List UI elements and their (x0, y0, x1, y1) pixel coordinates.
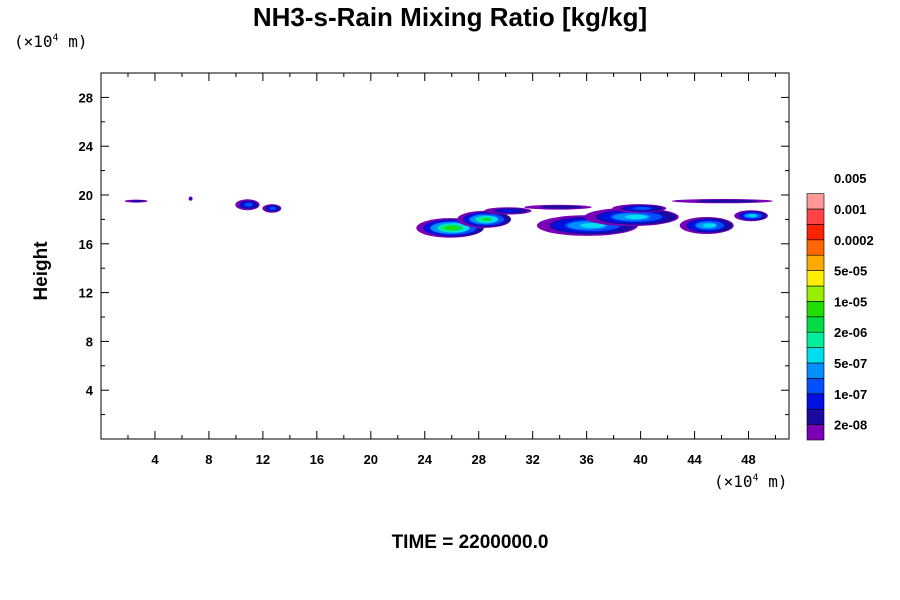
colorbar-swatch (806, 362, 825, 379)
chart-title: NH3-s-Rain Mixing Ratio [kg/kg] (252, 2, 648, 32)
colorbar-label: 2e-08 (834, 418, 867, 433)
colorbar-swatch (806, 270, 825, 287)
colorbar-label: 5e-07 (834, 356, 867, 371)
y-tick-label: 20 (79, 188, 93, 203)
x-tick-label: 32 (525, 452, 539, 467)
colorbar-label: 0.005 (834, 171, 867, 186)
x-tick-label: 8 (205, 452, 212, 467)
y-tick-label: 28 (79, 90, 93, 105)
colorbar-swatch (806, 393, 825, 410)
contour-level (481, 217, 492, 221)
colorbar-swatch (806, 285, 825, 302)
y-tick-label: 16 (79, 237, 93, 252)
contour-level (748, 214, 757, 218)
x-tick-label: 16 (310, 452, 324, 467)
colorbar-swatch (806, 254, 825, 271)
colorbar-label: 5e-05 (834, 264, 867, 279)
y-tick-label: 8 (86, 334, 93, 349)
contour-level (244, 202, 253, 207)
y-tick-label: 24 (79, 139, 94, 154)
colorbar-swatch (806, 347, 825, 364)
y-unit-label: (×104 m) (14, 32, 88, 51)
contour-level (696, 199, 759, 203)
contour-level (632, 206, 652, 210)
x-tick-label: 40 (633, 452, 647, 467)
contour-level (130, 200, 145, 203)
x-tick-label: 44 (687, 452, 702, 467)
colorbar-swatch (806, 301, 825, 318)
x-axis: 4 8 12 16 20 24 28 32 36 40 44 48 (127, 73, 777, 467)
x-tick-label: 4 (151, 452, 159, 467)
colorbar-swatch (806, 239, 825, 256)
colorbar-swatch (806, 408, 825, 425)
colorbar-label: 2e-06 (834, 325, 867, 340)
colorbar-swatch (806, 224, 825, 241)
colorbar: 2e-08 1e-07 5e-07 2e-06 1e-05 5e-05 0.0002 0.00… (806, 171, 874, 441)
time-label: TIME = 2200000.0 (391, 532, 549, 553)
contour-level (269, 206, 277, 210)
contour-level (540, 205, 583, 209)
colorbar-label: 1e-05 (834, 294, 867, 309)
colorbar-label: 0.0002 (834, 233, 874, 248)
plot-frame (100, 72, 790, 440)
colorbar-swatch (806, 424, 825, 441)
x-tick-label: 24 (418, 452, 433, 467)
colorbar-swatch (806, 316, 825, 333)
contour-level (624, 214, 648, 220)
contour-fields (124, 196, 773, 238)
x-tick-label: 28 (471, 452, 485, 467)
contour-level (702, 223, 716, 228)
colorbar-label: 1e-07 (834, 387, 867, 402)
contour-level (444, 226, 456, 230)
y-tick-label: 4 (86, 383, 94, 398)
contour-level (580, 222, 605, 229)
contour-level (189, 197, 193, 200)
y-axis: 4 8 12 16 20 24 28 (79, 90, 789, 416)
contour-level (497, 209, 519, 213)
x-tick-label: 20 (364, 452, 378, 467)
x-tick-label: 12 (256, 452, 270, 467)
x-tick-label: 48 (741, 452, 755, 467)
colorbar-swatch (806, 331, 825, 348)
colorbar-swatch (806, 208, 825, 225)
colorbar-label: 0.001 (834, 202, 867, 217)
colorbar-swatch (806, 378, 825, 395)
x-tick-label: 36 (579, 452, 593, 467)
x-unit-label: (×104 m) (714, 472, 788, 491)
y-tick-label: 12 (79, 286, 93, 301)
colorbar-swatch (806, 193, 825, 210)
